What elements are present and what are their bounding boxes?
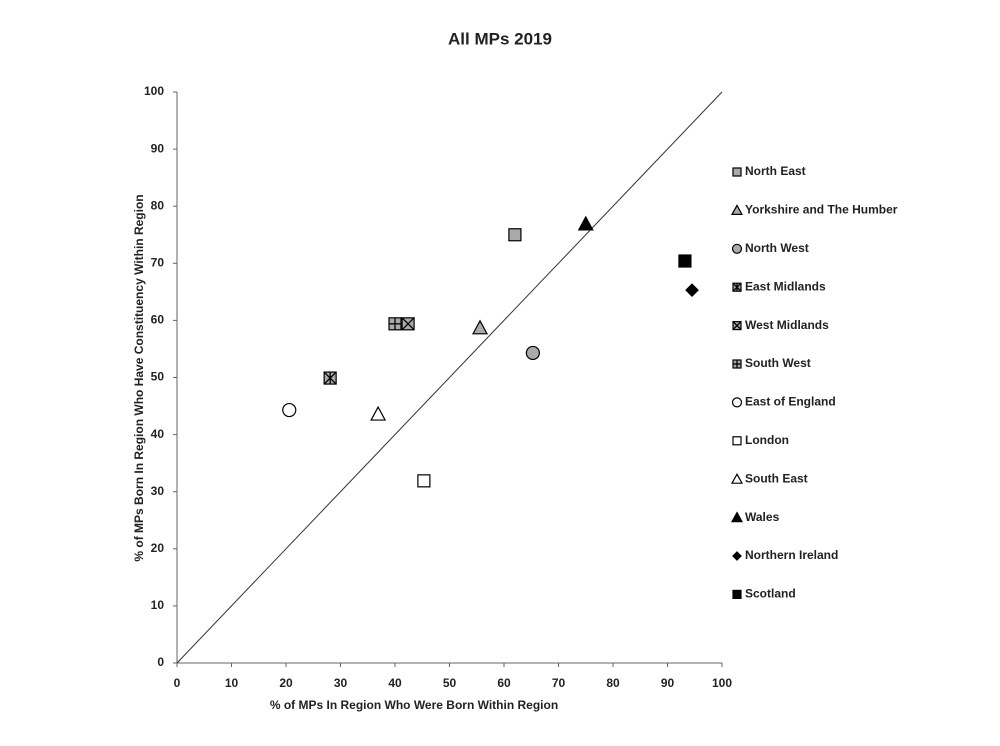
marker — [577, 215, 594, 231]
legend-label: London — [745, 433, 789, 447]
x-tick-label: 60 — [497, 676, 511, 690]
marker-shape — [417, 474, 431, 488]
marker — [472, 319, 489, 335]
x-axis-label: % of MPs In Region Who Were Born Within … — [270, 698, 558, 712]
marker — [731, 243, 743, 254]
y-tick-label: 30 — [151, 484, 165, 498]
legend-label: South West — [745, 356, 811, 370]
x-tick-label: 50 — [443, 676, 457, 690]
legend-label: North West — [745, 241, 809, 255]
x-tick-label: 100 — [712, 676, 732, 690]
y-tick-label: 50 — [151, 370, 165, 384]
legend-label: Wales — [745, 510, 780, 524]
marker — [730, 204, 744, 215]
marker-shape — [732, 436, 742, 446]
marker — [678, 254, 692, 268]
marker-shape — [685, 283, 699, 297]
chart-title: All MPs 2019 — [448, 29, 552, 48]
marker — [730, 472, 744, 484]
y-tick-label: 70 — [151, 255, 165, 269]
y-tick-label: 80 — [151, 198, 165, 212]
marker-shape — [525, 345, 540, 361]
marker-shape — [731, 397, 743, 408]
x-tick-label: 20 — [279, 676, 293, 690]
marker — [417, 474, 431, 488]
marker — [401, 317, 415, 331]
x-tick-label: 70 — [552, 676, 566, 690]
marker — [370, 405, 387, 421]
x-tick-label: 90 — [661, 676, 675, 690]
x-tick-label: 80 — [606, 676, 620, 690]
marker — [282, 402, 297, 418]
marker-shape — [370, 405, 387, 421]
marker — [732, 167, 742, 177]
marker-shape — [732, 551, 742, 561]
x-tick-label: 40 — [388, 676, 402, 690]
marker-shape — [730, 511, 744, 523]
x-tick-label: 0 — [174, 676, 181, 690]
y-axis-label: % of MPs Born In Region Who Have Constit… — [132, 194, 146, 561]
marker-shape — [508, 228, 522, 242]
marker — [732, 589, 742, 600]
marker — [732, 359, 742, 369]
marker-stroke — [732, 321, 742, 331]
marker — [730, 511, 744, 523]
diagonal-line — [176, 91, 723, 664]
marker-shape — [732, 167, 742, 177]
marker — [732, 282, 742, 292]
marker-shape — [678, 254, 692, 268]
marker — [508, 228, 522, 242]
marker-shape — [731, 243, 743, 254]
marker — [685, 283, 699, 297]
marker — [731, 397, 743, 408]
y-tick-label: 60 — [151, 313, 165, 327]
y-tick-label: 20 — [151, 541, 165, 555]
marker-shape — [472, 319, 489, 335]
marker-shape — [732, 589, 742, 600]
marker-shape — [577, 215, 594, 231]
marker — [323, 371, 337, 385]
legend-label: South East — [745, 471, 808, 485]
marker-stroke — [401, 317, 415, 331]
marker — [732, 321, 742, 331]
marker-shape — [282, 402, 297, 418]
y-tick-label: 0 — [157, 655, 164, 669]
x-tick-label: 30 — [334, 676, 348, 690]
legend-label: Northern Ireland — [745, 548, 838, 562]
marker — [732, 551, 742, 561]
marker — [388, 317, 402, 331]
y-tick-label: 90 — [151, 141, 165, 155]
y-tick-label: 10 — [151, 598, 165, 612]
y-tick-label: 40 — [151, 427, 165, 441]
legend-label: East Midlands — [745, 279, 826, 293]
legend-label: North East — [745, 164, 806, 178]
marker — [732, 436, 742, 446]
legend-label: West Midlands — [745, 318, 829, 332]
marker-shape — [730, 204, 744, 215]
legend-label: East of England — [745, 395, 836, 409]
x-tick-label: 10 — [225, 676, 239, 690]
legend-label: Yorkshire and The Humber — [745, 203, 898, 217]
marker-shape — [730, 472, 744, 484]
marker — [525, 345, 540, 361]
legend-label: Scotland — [745, 587, 796, 601]
y-tick-label: 100 — [144, 84, 164, 98]
